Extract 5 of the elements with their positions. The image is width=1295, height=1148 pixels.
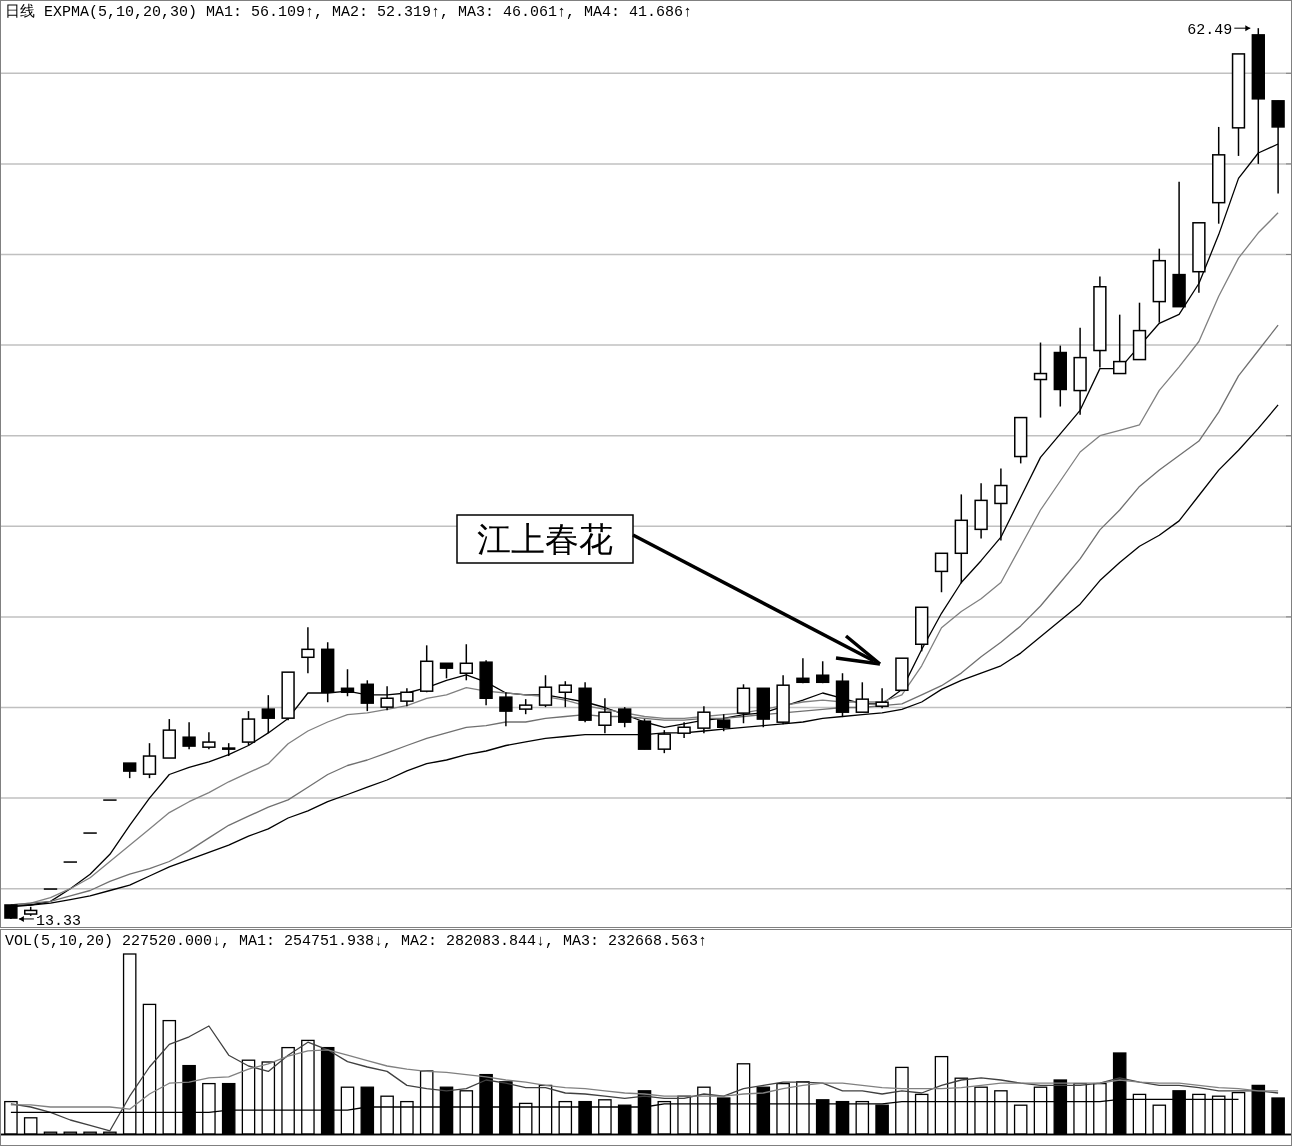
annotation: 62.49 <box>1187 22 1233 40</box>
chart-title: 日线 EXPMA(5,10,20,30) MA1: 56.109↑, MA2: 52.319↑, MA3: 46.061↑, MA4: 41.686↑ <box>5 3 693 21</box>
annotation: 江上春花 <box>477 519 613 559</box>
annotation: 13.33 <box>35 912 81 930</box>
chart-title: VOL(5,10,20) 227520.000↓, MA1: 254751.938↓, MA2: 282083.844↓, MA3: 232668.563↑ <box>5 933 708 950</box>
